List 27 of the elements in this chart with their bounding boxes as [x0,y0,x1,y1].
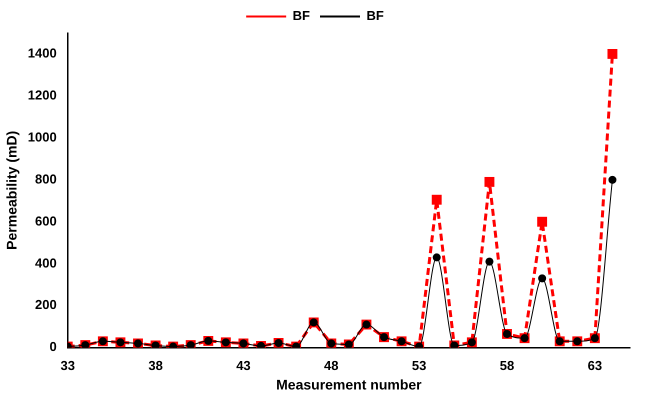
legend-label: BF [292,8,310,24]
point [485,258,494,266]
point [537,216,548,227]
x-tick-label: 53 [412,358,426,373]
x-tick-label: 63 [588,358,602,373]
x-tick-label: 58 [500,358,514,373]
x-tick-label: 33 [60,358,75,373]
y-tick-label: 1000 [28,129,57,144]
x-tick-label: 43 [236,358,251,373]
x-tick-label: 38 [148,358,163,373]
point [432,253,441,262]
point [432,194,442,205]
legend-label: BF [366,8,384,24]
y-tick-label: 400 [35,255,57,270]
y-tick-label: 1200 [28,88,57,102]
y-axis-title: Permeability (mD) [3,130,20,250]
y-tick-label: 1400 [28,46,57,61]
y-tick-label: 600 [35,213,57,228]
point [538,274,546,282]
point [607,49,618,59]
point [484,176,494,187]
x-axis-title: Measurement number [276,376,422,392]
point [608,176,616,184]
y-tick-label: 0 [49,339,57,354]
x-tick-label: 48 [324,358,339,373]
y-tick-label: 200 [35,297,57,312]
y-tick-label: 800 [35,171,57,186]
